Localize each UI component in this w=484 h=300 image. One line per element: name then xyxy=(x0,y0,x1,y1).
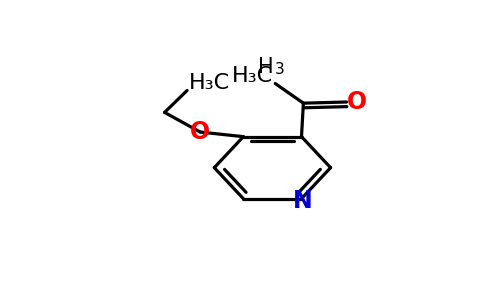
Text: N: N xyxy=(293,190,313,214)
Text: O: O xyxy=(347,90,367,114)
Text: H₃C: H₃C xyxy=(232,66,273,86)
Text: 3: 3 xyxy=(275,62,285,77)
Text: H: H xyxy=(258,57,273,77)
Text: H₃C: H₃C xyxy=(189,73,230,93)
Text: O: O xyxy=(190,120,210,144)
